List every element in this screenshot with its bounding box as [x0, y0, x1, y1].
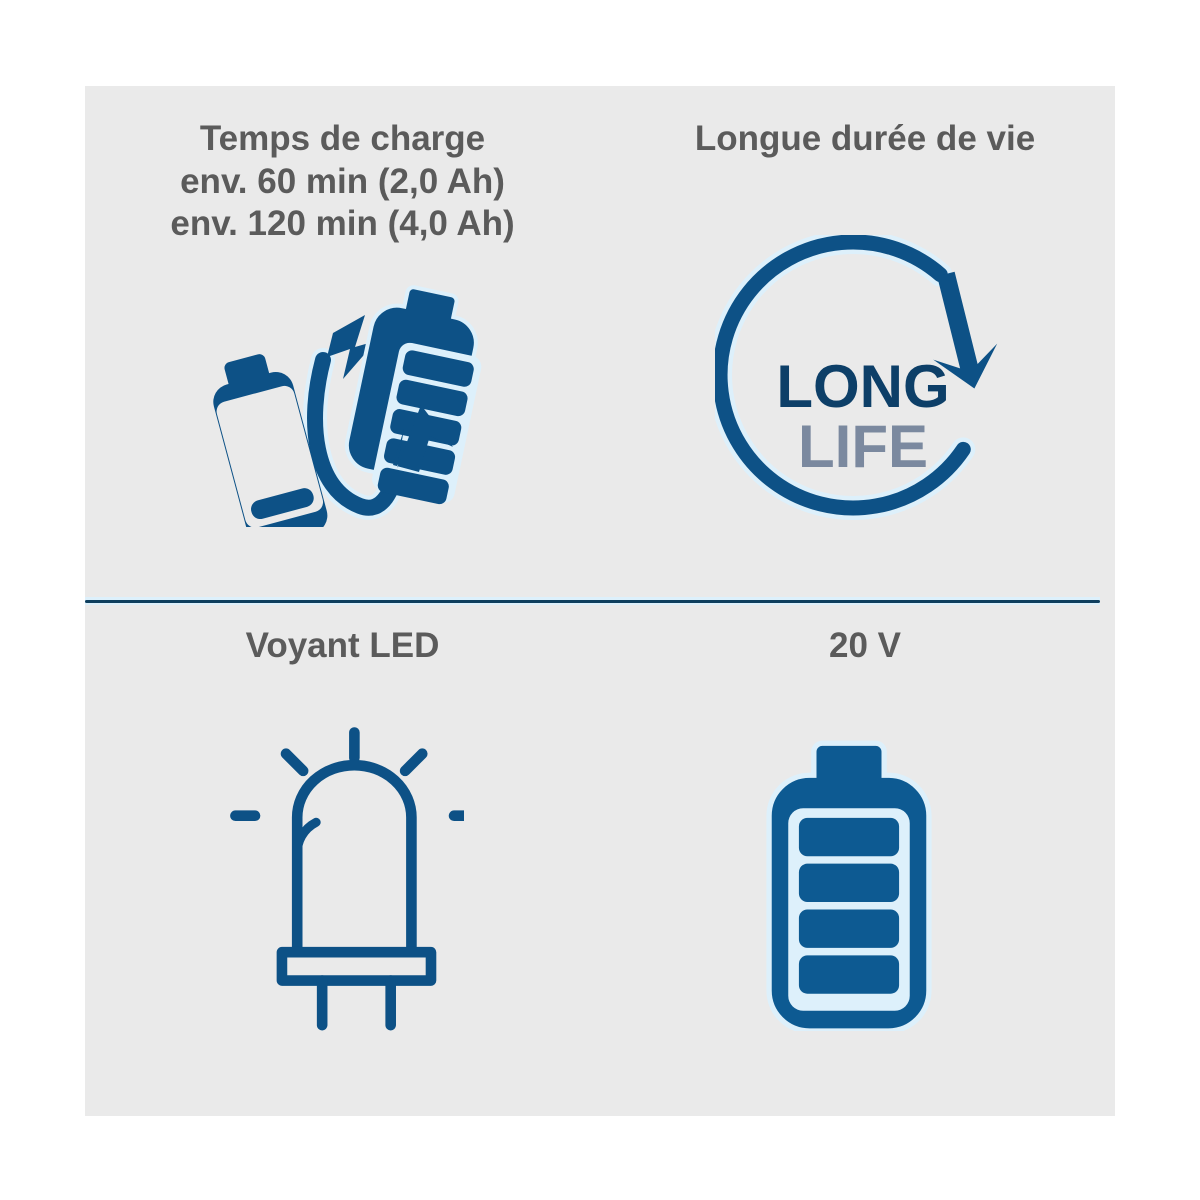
- svg-text:LONG: LONG: [776, 353, 949, 420]
- svg-text:LIFE: LIFE: [798, 413, 928, 480]
